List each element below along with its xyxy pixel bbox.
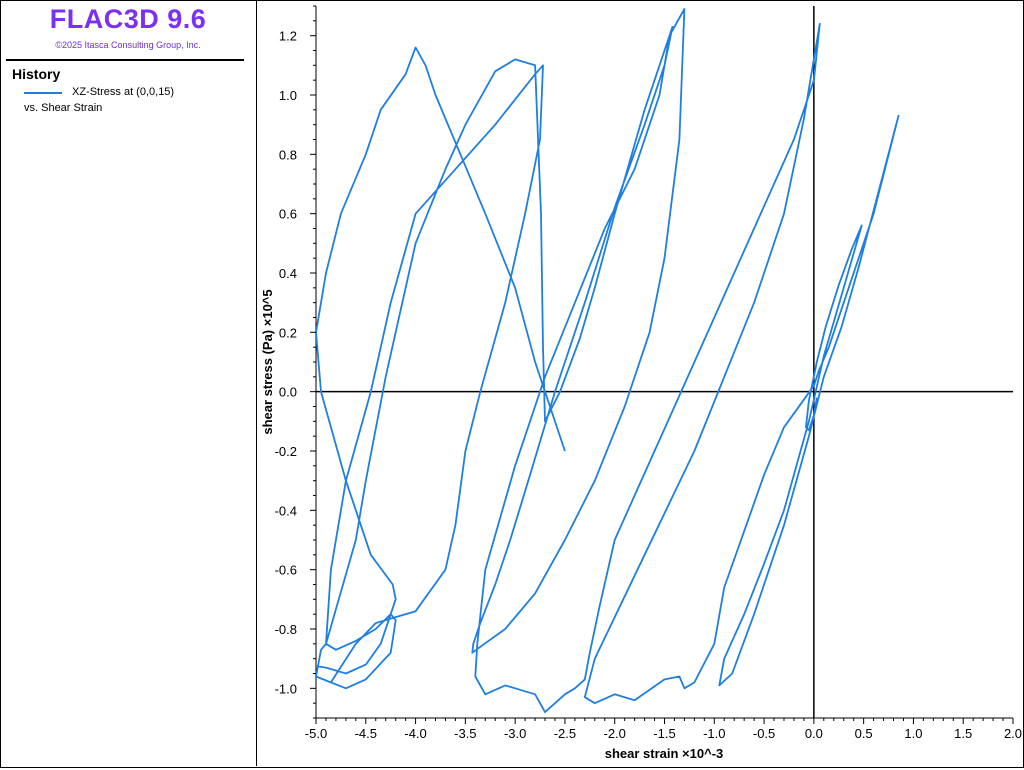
x-tick-label: -4.0 — [404, 726, 426, 741]
x-tick-label: -0.5 — [753, 726, 775, 741]
x-tick-label: 0.0 — [805, 726, 823, 741]
x-tick-label: -4.5 — [355, 726, 377, 741]
legend-line-swatch — [24, 92, 62, 94]
chart-area: -5.0 -4.5 -4.0 -3.5 -3.0 -2.5 -2.0 -1.5 -1.0 -0.5… — [257, 0, 1023, 766]
x-tick-label: 2.0 — [1004, 726, 1022, 741]
y-tick-label: 0.4 — [279, 266, 297, 281]
x-tick-label: -2.5 — [554, 726, 576, 741]
y-tick-label: -0.6 — [275, 563, 297, 578]
history-chart: -5.0 -4.5 -4.0 -3.5 -3.0 -2.5 -2.0 -1.5 -1.0 -0.5… — [260, 5, 1022, 761]
y-tick-label: -0.2 — [275, 444, 297, 459]
x-tick-label: -1.5 — [653, 726, 675, 741]
legend-panel: FLAC3D 9.6 ©2025 Itasca Consulting Group… — [0, 0, 257, 766]
copyright-text: ©2025 Itasca Consulting Group, Inc. — [55, 40, 201, 50]
history-heading: History — [12, 66, 61, 82]
y-tick-label: 0.6 — [279, 207, 297, 222]
data-layer — [316, 8, 900, 713]
x-tick-label: -1.0 — [703, 726, 725, 741]
x-tick-label: 1.5 — [954, 726, 972, 741]
y-tick-label: 0.2 — [279, 325, 297, 340]
y-tick-label: 0.8 — [279, 147, 297, 162]
x-tick-label: 1.0 — [904, 726, 922, 741]
x-tick-label: -2.0 — [604, 726, 626, 741]
y-tick-label: 1.2 — [279, 29, 297, 44]
app-title: FLAC3D 9.6 — [49, 4, 207, 34]
axes: -5.0 -4.5 -4.0 -3.5 -3.0 -2.5 -2.0 -1.5 -1.0 -0.5… — [275, 5, 1022, 741]
x-axis-label: shear strain ×10^-3 — [605, 746, 724, 761]
y-tick-label: -1.0 — [275, 681, 297, 696]
y-axis-label: shear stress (Pa) ×10^5 — [260, 289, 275, 434]
y-tick-label: 1.0 — [279, 88, 297, 103]
legend-entry-label: XZ-Stress at (0,0,15) — [72, 86, 175, 98]
y-tick-label: 0.0 — [279, 385, 297, 400]
x-tick-label: -3.0 — [504, 726, 526, 741]
x-tick-label: -3.5 — [454, 726, 476, 741]
x-tick-label: 0.5 — [855, 726, 873, 741]
series-line-0 — [316, 8, 900, 713]
y-tick-label: -0.8 — [275, 622, 297, 637]
y-tick-label: -0.4 — [275, 503, 297, 518]
title-divider — [6, 59, 244, 61]
legend-entry-subtitle: vs. Shear Strain — [24, 102, 103, 114]
x-tick-label: -5.0 — [305, 726, 327, 741]
